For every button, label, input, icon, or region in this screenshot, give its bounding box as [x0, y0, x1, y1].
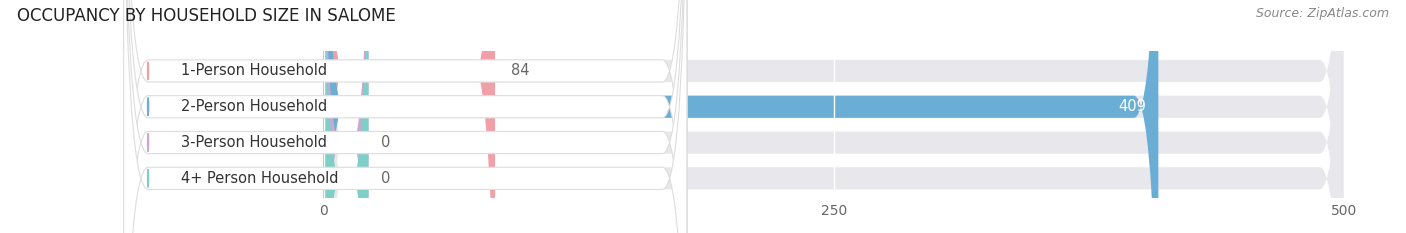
FancyBboxPatch shape [323, 0, 368, 233]
Text: 4+ Person Household: 4+ Person Household [181, 171, 339, 186]
FancyBboxPatch shape [323, 0, 495, 233]
Text: 0: 0 [381, 135, 389, 150]
FancyBboxPatch shape [124, 0, 688, 233]
FancyBboxPatch shape [323, 0, 368, 233]
Text: OCCUPANCY BY HOUSEHOLD SIZE IN SALOME: OCCUPANCY BY HOUSEHOLD SIZE IN SALOME [17, 7, 395, 25]
FancyBboxPatch shape [323, 0, 1344, 233]
Text: 84: 84 [512, 63, 530, 79]
Text: Source: ZipAtlas.com: Source: ZipAtlas.com [1256, 7, 1389, 20]
FancyBboxPatch shape [124, 0, 688, 233]
FancyBboxPatch shape [124, 0, 688, 233]
FancyBboxPatch shape [323, 0, 1344, 233]
FancyBboxPatch shape [323, 0, 1344, 233]
FancyBboxPatch shape [124, 0, 688, 233]
Text: 409: 409 [1118, 99, 1146, 114]
Text: 3-Person Household: 3-Person Household [181, 135, 326, 150]
Text: 0: 0 [381, 171, 389, 186]
FancyBboxPatch shape [323, 0, 1159, 233]
FancyBboxPatch shape [323, 0, 1344, 233]
Text: 2-Person Household: 2-Person Household [181, 99, 328, 114]
Text: 1-Person Household: 1-Person Household [181, 63, 326, 79]
